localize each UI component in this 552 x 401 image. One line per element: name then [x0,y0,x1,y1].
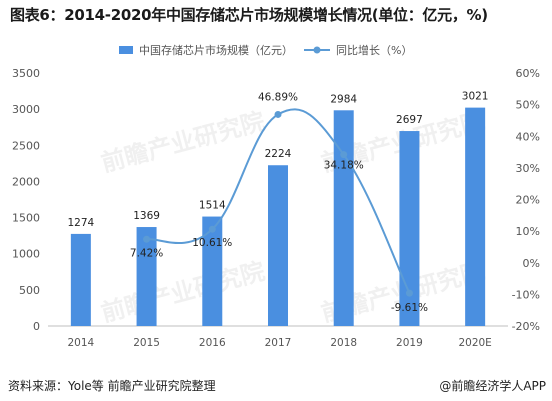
growth-point-2015 [143,235,151,243]
chart-title: 图表6：2014-2020年中国存储芯片市场规模增长情况(单位：亿元，%) [10,6,488,24]
bar-2017 [268,165,288,326]
y-right-tick-label: 0% [523,257,540,270]
y-right-tick-label: 30% [516,162,540,175]
bar-2014 [70,233,91,326]
bar-value-label: 1274 [67,217,94,229]
y-right-tick-label: 10% [516,225,540,238]
watermark-text: 前瞻产业研究院 [98,107,268,178]
x-tick-label: 2016 [199,337,226,349]
bar-value-label: 2984 [330,93,357,105]
bar-2015 [136,227,157,326]
growth-point-2018 [340,151,348,159]
legend-bar-label: 中国存储芯片市场规模（亿元） [139,43,293,57]
y-right-tick-label: 50% [516,99,540,112]
growth-point-2019 [405,289,413,297]
y-right-tick-label: 60% [516,67,540,80]
growth-point-2016 [208,225,216,233]
y-right-tick-label: -10% [512,288,540,301]
y-left-tick-label: 0 [33,320,40,333]
x-tick-label: 2015 [133,337,160,349]
growth-value-label: 46.89% [258,91,298,103]
watermark-text: 前瞻产业研究院 [98,257,268,328]
bar-2020E [465,107,486,327]
legend-bar-swatch [119,46,133,54]
growth-value-label: 10.61% [192,237,232,249]
y-left-tick-label: 2500 [12,139,40,152]
source-note: 资料来源：Yole等 前瞻产业研究院整理 [8,379,216,393]
y-left-tick-label: 1000 [12,248,40,261]
y-left-tick-label: 1500 [12,212,40,225]
y-left-tick-label: 3000 [12,103,40,116]
x-tick-label: 2018 [330,337,357,349]
bar-value-label: 1514 [199,200,226,212]
bar-value-label: 3021 [462,91,489,103]
y-right-tick-label: 20% [516,194,540,207]
growth-value-label: 7.42% [130,247,163,259]
bar-value-label: 2224 [265,148,292,160]
x-tick-label: 2019 [396,337,423,349]
y-left-tick-label: 500 [19,284,40,297]
legend-line-marker [313,46,321,54]
bar-value-label: 1369 [133,210,160,222]
x-tick-label: 2020E [458,337,491,349]
bar-value-label: 2697 [396,114,423,126]
growth-value-label: -9.61% [391,302,428,314]
y-right-tick-label: 40% [516,130,540,143]
y-left-tick-label: 3500 [12,67,40,80]
y-left-tick-label: 2000 [12,175,40,188]
legend-line-label: 同比增长（%） [336,43,412,57]
bar-2019 [399,131,420,326]
y-right-tick-label: -20% [512,320,540,333]
brand-credit: @前瞻经济学人APP [439,379,546,393]
x-tick-label: 2014 [67,337,94,349]
growth-value-label: 34.18% [324,160,364,172]
bar-2016 [202,216,223,326]
bar-2018 [333,110,354,326]
growth-point-2017 [274,110,282,118]
x-tick-label: 2017 [265,337,292,349]
